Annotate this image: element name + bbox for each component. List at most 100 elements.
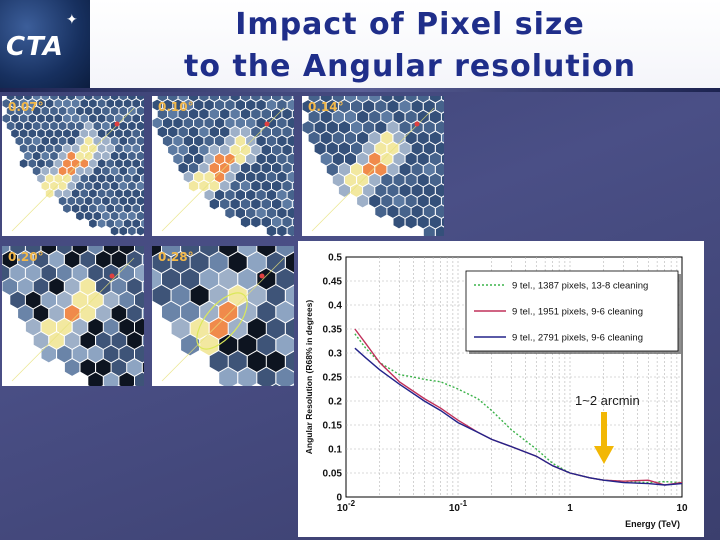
hex-pixel: [54, 159, 63, 168]
hex-pixel: [178, 108, 188, 120]
hex-pixel: [429, 96, 441, 103]
y-axis-label: Angular Resolution (R68% in degrees): [304, 300, 314, 455]
hex-pixel: [393, 215, 405, 229]
hex-pixel: [15, 96, 24, 101]
hex-pixel: [405, 110, 417, 124]
hex-pixel: [178, 96, 188, 102]
hex-pixel: [200, 334, 219, 356]
hex-pixel: [115, 114, 123, 123]
hex-pixel: [257, 334, 276, 356]
hex-pixel: [54, 189, 63, 198]
hex-pixel: [97, 204, 106, 213]
hex-pixel: [375, 184, 387, 197]
hex-pixel: [41, 136, 50, 146]
hex-pixel: [162, 117, 173, 129]
hex-pixel: [58, 121, 67, 131]
hex-pixel: [287, 153, 294, 165]
angular-resolution-chart: 0 0.05 0.1 0.15 0.2 0.25 0.3 0.35 0.4 0.45 0.5 10-2…: [298, 241, 704, 537]
hex-pixel: [423, 142, 435, 155]
hex-pixel: [25, 291, 41, 309]
hex-pixel: [282, 126, 292, 138]
hex-pixel-grid: [2, 96, 144, 236]
hex-pixel: [58, 181, 67, 191]
hex-pixel: [292, 164, 294, 172]
hex-pixel: [188, 162, 199, 174]
hex-pixel: [50, 96, 58, 101]
hex-pixel: [411, 142, 423, 155]
hex-pixel: [33, 251, 49, 268]
hex-pixel: [399, 205, 411, 218]
hex-pixel: [45, 99, 54, 108]
hex-pixel: [320, 131, 332, 145]
hex-pixel: [266, 189, 277, 201]
hex-pixel: [111, 332, 127, 349]
hex-pixel: [246, 171, 256, 183]
hex-pixel: [435, 163, 444, 176]
hex-pixel: [162, 301, 181, 323]
hex-pixel-grid: [152, 246, 294, 386]
hex-pixel: [272, 384, 280, 386]
hex-pixel: [429, 131, 441, 145]
hex-pixel: [225, 171, 235, 183]
hex-pixel: [67, 121, 76, 131]
hex-pixel: [399, 163, 411, 176]
hex-pixel: [89, 99, 97, 108]
hex-pixel: [276, 246, 294, 257]
hex-pixel: [228, 351, 247, 372]
hex-pixel: [11, 99, 19, 108]
hex-pixel: [183, 135, 193, 147]
hex-pixel: [277, 117, 287, 129]
camera-image-panel: 0.07°: [2, 96, 144, 236]
hex-pixel: [429, 110, 441, 124]
hex-pixel: [128, 121, 136, 131]
hex-pixel: [178, 144, 188, 156]
hex-pixel: [411, 184, 423, 197]
hex-pixel: [102, 181, 110, 191]
hex-pixel: [357, 96, 369, 103]
hex-pixel: [188, 96, 199, 102]
hex-pixel: [387, 163, 399, 176]
hex-pixel: [93, 196, 102, 206]
hex-pixel: [417, 215, 429, 229]
hex-pixel: [441, 196, 444, 206]
hex-pixel: [287, 99, 294, 111]
hex-pixel: [89, 129, 97, 138]
hex-pixel: [375, 100, 387, 113]
hex-pixel: [240, 216, 251, 228]
hex-pixel: [220, 180, 230, 192]
hex-pixel: [111, 278, 127, 295]
hex-pixel: [214, 189, 225, 201]
shower-axis-line: [161, 257, 285, 382]
hex-pixel: [106, 129, 115, 138]
hex-pixel: [235, 189, 245, 201]
hex-pixel: [2, 246, 10, 255]
hex-pixel: [272, 108, 282, 120]
hex-pixel: [302, 121, 314, 134]
hex-pixel: [261, 144, 271, 156]
hex-pixel: [141, 129, 144, 138]
hex-pixel: [251, 198, 261, 210]
hex-pixel: [50, 181, 58, 191]
hex-pixel: [15, 121, 24, 131]
hex-pixel: [111, 359, 127, 376]
hex-pixel: [326, 163, 338, 176]
hex-pixel: [71, 114, 80, 123]
hex-pixel: [246, 189, 256, 201]
hex-pixel: [435, 205, 444, 218]
hex-pixel: [141, 174, 144, 183]
y-tick-label: 0.25: [323, 373, 343, 384]
hex-pixel: [128, 181, 136, 191]
hex-pixel: [199, 180, 209, 192]
hex-pixel: [123, 174, 132, 183]
hex-pixel: [106, 159, 115, 168]
star-icon: ✦: [66, 12, 78, 28]
hex-pixel: [132, 219, 140, 228]
hex-pixel: [49, 332, 64, 349]
hex-pixel: [89, 219, 97, 228]
hex-pixel: [272, 216, 282, 228]
hex-pixel: [178, 126, 188, 138]
hex-pixel: [257, 301, 276, 323]
hex-pixel: [106, 99, 115, 108]
hex-pixel: [435, 121, 444, 134]
hex-pixel: [28, 144, 37, 153]
